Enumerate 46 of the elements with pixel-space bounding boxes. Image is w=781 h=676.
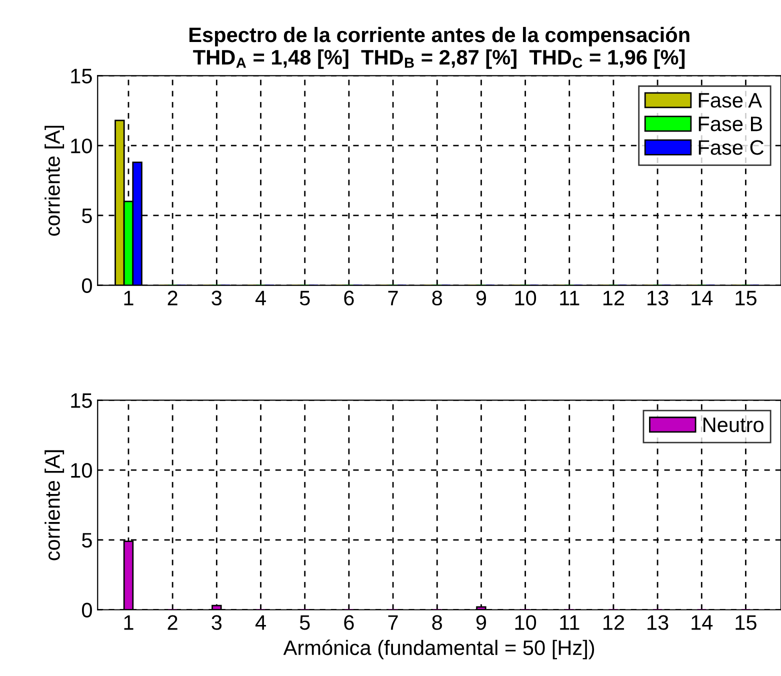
- y-axis-title: corriente [A]: [44, 450, 64, 560]
- x-tick-label: 4: [255, 290, 266, 306]
- x-tick-label: 15: [736, 615, 756, 630]
- x-tick-label: 8: [432, 290, 442, 306]
- x-tick-label: 7: [388, 290, 398, 306]
- x-tick-label: 7: [388, 615, 398, 630]
- x-tick-label: 5: [300, 615, 310, 630]
- x-tick-label: 10: [515, 290, 536, 306]
- x-tick-label: 11: [560, 290, 580, 306]
- x-tick-label: 12: [603, 615, 624, 630]
- x-tick-label: 6: [344, 290, 354, 306]
- y-tick-label: 10: [71, 138, 92, 154]
- legend-label: Fase B: [698, 116, 762, 132]
- x-tick-label: 9: [476, 615, 486, 630]
- x-axis-title: Armónica (fundamental = 50 [Hz]): [283, 640, 594, 660]
- x-tick-label: 15: [736, 290, 756, 306]
- x-tick-label: 2: [168, 615, 178, 630]
- legend-label: Neutro: [704, 418, 764, 432]
- x-tick-label: 8: [432, 615, 442, 630]
- x-tick-label: 13: [648, 615, 668, 630]
- x-tick-label: 10: [515, 615, 536, 630]
- x-tick-label: 1: [124, 615, 134, 630]
- y-tick-label: 10: [71, 463, 92, 478]
- y-tick-label: 5: [82, 208, 92, 224]
- x-tick-label: 12: [603, 290, 624, 306]
- y-tick-label: 0: [82, 602, 92, 618]
- y-tick-label: 5: [82, 533, 92, 548]
- x-tick-label: 14: [692, 615, 713, 630]
- legend-label: Fase C: [698, 140, 764, 155]
- x-tick-label: 9: [476, 290, 486, 306]
- x-tick-label: 4: [255, 615, 266, 630]
- legend-label: Fase A: [698, 93, 762, 108]
- x-tick-label: 13: [648, 290, 668, 306]
- x-tick-label: 5: [300, 290, 310, 306]
- x-tick-label: 11: [560, 615, 580, 630]
- x-tick-label: 6: [344, 615, 354, 630]
- x-tick-label: 3: [212, 290, 222, 306]
- y-tick-label: 15: [71, 68, 92, 84]
- y-tick-label: 15: [71, 393, 92, 408]
- x-tick-label: 3: [212, 615, 222, 630]
- y-tick-label: 0: [82, 278, 92, 294]
- y-axis-title: corriente [A]: [44, 126, 64, 236]
- x-tick-label: 1: [124, 290, 134, 306]
- x-tick-label: 2: [168, 290, 178, 306]
- chart-title: Espectro de la corriente antes de la compensación THD$_{A}$ = 1,48 [%] THD$_{B}$ = 2,87 [%] THD$_{C}$ = 1,96 [%]: [189, 26, 690, 69]
- x-tick-label: 14: [692, 290, 713, 306]
